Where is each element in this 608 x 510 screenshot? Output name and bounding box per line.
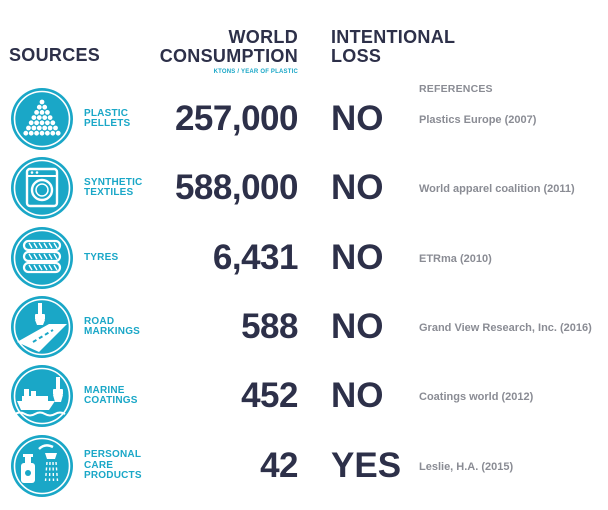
source-label-line: CARE [84, 459, 114, 471]
intentional-loss-value: YES [331, 446, 402, 485]
washing-machine-icon [9, 155, 75, 221]
header-intentional-loss: INTENTIONAL LOSS [331, 28, 455, 66]
header-world-line2: CONSUMPTION [159, 46, 298, 66]
source-label-line: PERSONAL [84, 449, 142, 461]
intentional-loss-value: NO [331, 238, 384, 277]
intentional-loss-value: NO [331, 307, 384, 346]
source-label: PLASTIC PELLETS [84, 107, 131, 130]
header-world-line1: WORLD [228, 27, 298, 47]
table-row: PERSONAL CARE PRODUCTS 42 YES Leslie, H.A. (2… [0, 433, 608, 503]
reference-text: Grand View Research, Inc. (2016) [419, 322, 592, 334]
tyres-icon [9, 225, 75, 291]
source-label-line: TEXTILES [84, 187, 134, 198]
source-label-line: MARKINGS [84, 326, 141, 337]
source-label: SYNTHETIC TEXTILES [84, 176, 143, 199]
header-references: REFERENCES [419, 83, 493, 95]
road-paintbrush-icon [9, 294, 75, 360]
table-row: SYNTHETIC TEXTILES 588,000 NO World apparel … [0, 155, 608, 225]
source-label-line: COATINGS [84, 395, 138, 406]
intentional-loss-value: NO [331, 99, 384, 138]
consumption-value: 588 [241, 307, 298, 346]
source-label-line: PRODUCTS [84, 470, 142, 482]
shower-bottle-icon [9, 433, 75, 499]
header-consumption-unit: KTONS / YEAR OF PLASTIC [213, 69, 298, 75]
source-label-line: ROAD [84, 315, 115, 327]
source-label-line: PELLETS [84, 118, 131, 129]
header-loss-line2: LOSS [331, 46, 382, 66]
table-row: ROAD MARKINGS 588 NO Grand View Research, In… [0, 294, 608, 364]
reference-text: World apparel coalition (2011) [419, 183, 575, 195]
consumption-value: 42 [260, 446, 298, 485]
consumption-value: 452 [241, 376, 298, 415]
header-sources: SOURCES [9, 45, 101, 65]
consumption-value: 588,000 [174, 168, 299, 207]
table-row: MARINE COATINGS 452 NO Coatings world (2012) [0, 363, 608, 433]
table-row: TYRES 6,431 NO ETRma (2010) [0, 225, 608, 295]
consumption-value: 257,000 [174, 99, 299, 138]
source-label: TYRES [84, 251, 119, 264]
source-label: PERSONAL CARE PRODUCTS [84, 450, 142, 482]
source-label-line: TYRES [84, 251, 119, 263]
reference-text: Leslie, H.A. (2015) [419, 461, 514, 473]
source-label: MARINE COATINGS [84, 384, 138, 407]
source-label-line: PLASTIC [84, 107, 129, 119]
intentional-loss-value: NO [331, 168, 384, 207]
reference-text: Plastics Europe (2007) [419, 114, 537, 126]
consumption-value: 6,431 [212, 238, 299, 277]
header-loss-line1: INTENTIONAL [331, 27, 456, 47]
reference-text: ETRma (2010) [419, 253, 492, 265]
ship-paintbrush-icon [9, 363, 75, 429]
source-label-line: SYNTHETIC [84, 176, 143, 188]
header-world-consumption: WORLD CONSUMPTION [160, 28, 298, 66]
intentional-loss-value: NO [331, 376, 384, 415]
reference-text: Coatings world (2012) [419, 391, 534, 403]
pellets-icon [9, 86, 75, 152]
source-label-line: MARINE [84, 384, 125, 396]
source-label: ROAD MARKINGS [84, 315, 141, 338]
table-row: PLASTIC PELLETS 257,000 NO Plastics Europe (… [0, 86, 608, 156]
